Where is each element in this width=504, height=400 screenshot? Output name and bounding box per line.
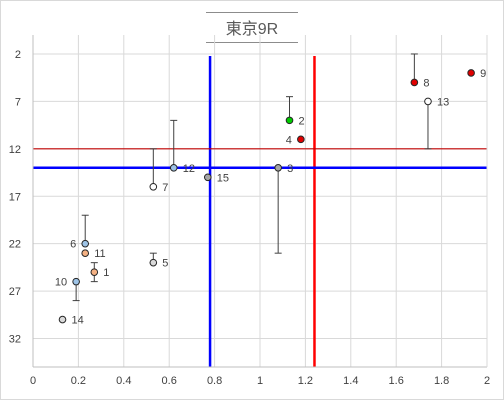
x-tick-label: 1.2 bbox=[298, 375, 313, 387]
point-label-5: 5 bbox=[162, 258, 168, 270]
data-point-9 bbox=[467, 69, 475, 77]
point-label-12: 12 bbox=[183, 163, 195, 175]
point-label-8: 8 bbox=[423, 77, 429, 89]
data-point-10 bbox=[72, 277, 80, 286]
point-label-15: 15 bbox=[217, 172, 229, 184]
x-tick-label: 1.6 bbox=[389, 375, 404, 387]
data-point-11 bbox=[81, 249, 90, 257]
x-tick-label: 0.4 bbox=[116, 375, 131, 387]
data-point-15 bbox=[203, 173, 212, 182]
x-tick-label: 0.6 bbox=[162, 375, 177, 387]
point-label-7: 7 bbox=[162, 182, 168, 194]
point-label-2: 2 bbox=[299, 115, 305, 127]
data-point-7 bbox=[149, 182, 158, 191]
x-tick-label: 0.2 bbox=[71, 375, 86, 387]
data-point-8 bbox=[410, 78, 419, 87]
point-label-9: 9 bbox=[480, 68, 486, 80]
point-label-1: 1 bbox=[103, 267, 109, 279]
data-point-4 bbox=[297, 135, 305, 144]
error-bars bbox=[72, 53, 432, 302]
data-points bbox=[58, 69, 475, 324]
x-tick-label: 0 bbox=[30, 375, 36, 387]
data-point-2 bbox=[285, 116, 294, 125]
point-label-13: 13 bbox=[437, 96, 449, 108]
point-label-11: 11 bbox=[94, 248, 105, 260]
data-point-13 bbox=[424, 97, 432, 106]
grid bbox=[33, 35, 488, 367]
point-label-14: 14 bbox=[72, 315, 84, 327]
point-label-6: 6 bbox=[70, 239, 76, 251]
x-tick-label: 1.4 bbox=[343, 375, 358, 387]
y-tick-label: 27 bbox=[9, 286, 21, 298]
data-point-3 bbox=[274, 164, 282, 172]
chart-title-wrap: 東京9R bbox=[0, 12, 504, 43]
point-label-10: 10 bbox=[55, 277, 67, 289]
x-tick-label: 1.8 bbox=[434, 375, 449, 387]
y-tick-label: 22 bbox=[9, 239, 21, 251]
point-label-3: 3 bbox=[287, 163, 293, 175]
data-point-14 bbox=[58, 315, 67, 324]
x-tick-label: 1 bbox=[257, 375, 263, 387]
data-point-5 bbox=[149, 258, 158, 267]
axes bbox=[32, 35, 488, 368]
reference-lines bbox=[33, 56, 487, 367]
data-point-1 bbox=[90, 268, 99, 276]
y-tick-label: 2 bbox=[15, 49, 21, 61]
y-tick-label: 7 bbox=[15, 96, 21, 108]
data-point-12 bbox=[169, 164, 178, 172]
data-point-6 bbox=[81, 239, 90, 248]
x-tick-label: 0.8 bbox=[207, 375, 222, 387]
y-tick-label: 17 bbox=[9, 191, 21, 203]
chart-title: 東京9R bbox=[205, 12, 299, 43]
y-tick-label: 32 bbox=[9, 334, 21, 346]
y-tick-label: 12 bbox=[9, 144, 21, 156]
point-label-4: 4 bbox=[286, 134, 292, 146]
x-tick-label: 2 bbox=[484, 375, 490, 387]
